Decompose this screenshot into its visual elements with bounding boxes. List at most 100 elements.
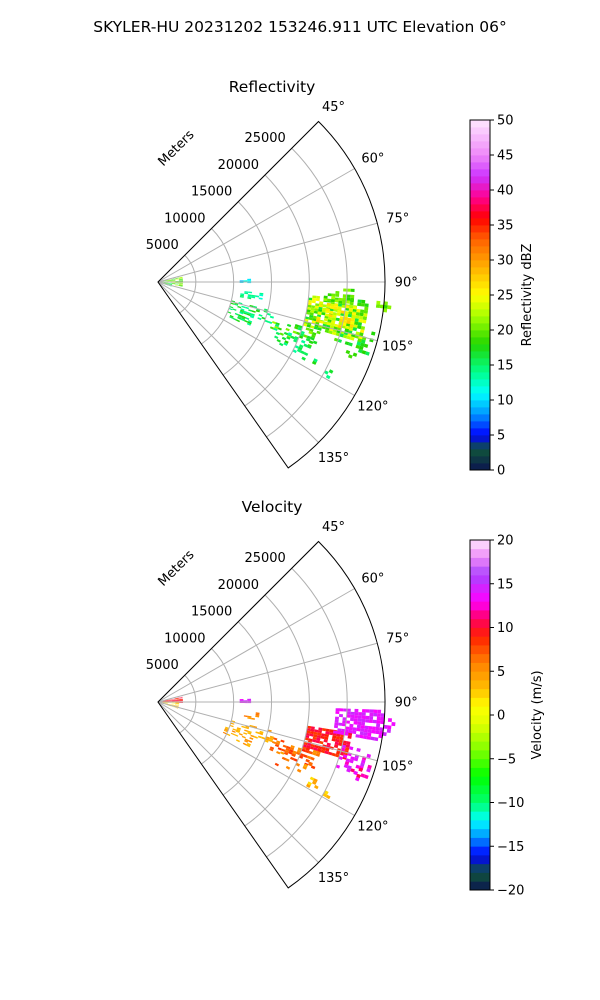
azimuth-spoke — [157, 281, 355, 396]
echo-cell — [258, 297, 263, 300]
echo-cell — [178, 696, 183, 698]
echo-cell — [227, 311, 232, 314]
echo-cell — [363, 313, 368, 317]
echo-cell — [269, 735, 274, 739]
colorbar-swatch — [470, 274, 490, 282]
echo-cell — [178, 278, 183, 279]
echo-cell — [323, 298, 328, 302]
echo-cell — [247, 715, 252, 718]
echo-cell — [357, 721, 362, 726]
echo-cell — [274, 335, 279, 339]
echo-cell — [175, 702, 180, 704]
azimuth-tick-label: 135° — [318, 871, 349, 886]
echo-cell — [245, 726, 249, 730]
echo-cell — [249, 724, 254, 728]
echo-cell — [369, 716, 374, 720]
echo-cell — [339, 319, 344, 323]
colorbar-swatch — [470, 120, 490, 128]
echo-cell — [239, 295, 244, 298]
echo-cell — [306, 307, 311, 310]
echo-cell — [311, 334, 316, 339]
echo-cell — [356, 724, 361, 729]
echo-cell — [285, 765, 291, 770]
echo-cell — [309, 731, 315, 735]
echo-cell — [371, 726, 376, 731]
echo-cell — [299, 753, 304, 757]
echo-cell — [322, 304, 327, 308]
echo-cell — [308, 762, 313, 767]
echo-cell — [273, 737, 278, 741]
echo-cell — [269, 748, 274, 752]
echo-cell — [350, 714, 355, 719]
echo-cell — [314, 305, 319, 309]
echo-cell — [358, 318, 363, 323]
panel-title: Reflectivity — [229, 78, 316, 96]
echo-cell — [168, 284, 173, 286]
echo-cell — [228, 307, 233, 311]
echo-cell — [248, 291, 253, 294]
echo-cell — [167, 700, 172, 702]
echo-cell — [231, 730, 236, 733]
echo-cell — [171, 279, 176, 281]
echo-cell — [311, 739, 317, 743]
radial-tick-label: 25000 — [244, 131, 285, 146]
echo-cell — [338, 742, 343, 747]
echo-cell — [315, 753, 320, 757]
echo-cell — [277, 327, 282, 331]
echo-cell — [243, 700, 248, 702]
echo-cell — [167, 699, 172, 701]
echo-cell — [344, 328, 349, 333]
echo-cell — [171, 698, 176, 700]
colorbar-swatch — [470, 393, 490, 401]
echo-cell — [324, 329, 330, 334]
echo-cell — [338, 321, 343, 326]
echo-cell — [356, 308, 361, 313]
echo-cell — [229, 316, 234, 319]
echo-cell — [336, 731, 341, 735]
colorbar-swatch — [470, 281, 490, 289]
echo-cell — [342, 740, 347, 745]
echo-cell — [368, 719, 373, 723]
echo-cell — [247, 294, 252, 297]
colorbar-swatch — [470, 456, 490, 464]
echo-cell — [366, 753, 371, 759]
echo-cell — [243, 715, 248, 718]
echo-cell — [286, 745, 291, 750]
echo-cell — [312, 752, 317, 756]
echo-cell — [237, 305, 242, 309]
echo-cell — [354, 712, 359, 716]
echo-cell — [290, 335, 295, 340]
echo-cell — [171, 703, 176, 704]
echo-cell — [313, 778, 318, 783]
echo-cell — [275, 331, 281, 336]
echo-cell — [245, 317, 250, 320]
colorbar-swatch — [470, 680, 490, 690]
echo-cell — [223, 729, 228, 733]
echo-cell — [167, 280, 172, 281]
echo-cell — [374, 737, 379, 742]
echo-cell — [318, 304, 323, 308]
echo-cell — [171, 700, 176, 701]
echo-cell — [266, 312, 271, 316]
echo-cell — [304, 737, 309, 741]
echo-cell — [334, 719, 339, 723]
azimuth-spoke — [157, 701, 319, 863]
echo-cell — [331, 331, 337, 336]
echo-cell — [333, 730, 338, 734]
echo-cell — [269, 737, 274, 741]
echo-cell — [313, 747, 318, 751]
echo-cell — [249, 737, 254, 740]
echo-cell — [342, 294, 347, 298]
echo-cell — [330, 299, 335, 303]
echo-cell — [164, 282, 168, 283]
echo-cell — [341, 728, 346, 733]
echo-cell — [274, 744, 280, 748]
echo-cell — [175, 705, 179, 707]
echo-cell — [283, 751, 289, 756]
echo-cell — [324, 750, 329, 755]
echo-cell — [178, 284, 183, 286]
echo-cell — [283, 331, 289, 336]
echo-cell — [333, 744, 339, 749]
radial-axis-label: Meters — [156, 547, 198, 589]
echo-cell — [360, 326, 366, 330]
